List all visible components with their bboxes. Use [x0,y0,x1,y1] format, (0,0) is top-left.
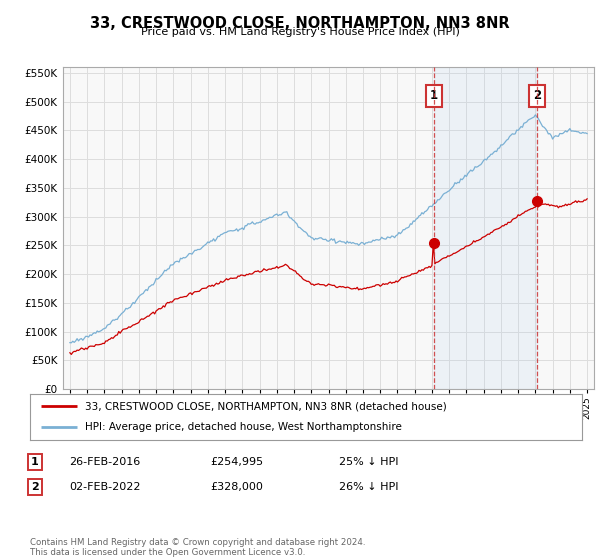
Text: £328,000: £328,000 [210,482,263,492]
Text: 26-FEB-2016: 26-FEB-2016 [69,457,140,467]
Bar [434,67,537,389]
Text: 26% ↓ HPI: 26% ↓ HPI [339,482,398,492]
Text: 02-FEB-2022: 02-FEB-2022 [69,482,140,492]
Text: £254,995: £254,995 [210,457,263,467]
Text: 1: 1 [430,90,438,102]
Text: 2: 2 [533,90,541,102]
Text: HPI: Average price, detached house, West Northamptonshire: HPI: Average price, detached house, West… [85,422,402,432]
Text: 33, CRESTWOOD CLOSE, NORTHAMPTON, NN3 8NR (detached house): 33, CRESTWOOD CLOSE, NORTHAMPTON, NN3 8N… [85,401,447,411]
Text: 2: 2 [31,482,38,492]
Text: 25% ↓ HPI: 25% ↓ HPI [339,457,398,467]
Text: Contains HM Land Registry data © Crown copyright and database right 2024.
This d: Contains HM Land Registry data © Crown c… [30,538,365,557]
Text: 33, CRESTWOOD CLOSE, NORTHAMPTON, NN3 8NR: 33, CRESTWOOD CLOSE, NORTHAMPTON, NN3 8N… [90,16,510,31]
Text: Price paid vs. HM Land Registry's House Price Index (HPI): Price paid vs. HM Land Registry's House … [140,27,460,37]
Text: 1: 1 [31,457,38,467]
